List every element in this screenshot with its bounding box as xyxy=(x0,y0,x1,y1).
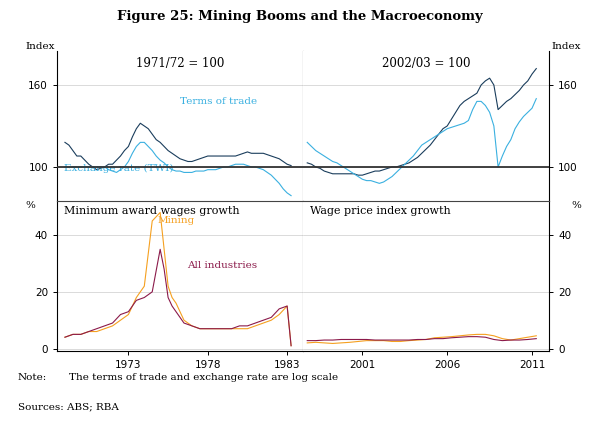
Text: Exchange rate (TWI): Exchange rate (TWI) xyxy=(64,164,174,173)
Text: Mining: Mining xyxy=(158,216,195,225)
Text: Sources: ABS; RBA: Sources: ABS; RBA xyxy=(18,402,119,411)
Text: Figure 25: Mining Booms and the Macroeconomy: Figure 25: Mining Booms and the Macroeco… xyxy=(117,10,483,23)
Text: The terms of trade and exchange rate are log scale: The terms of trade and exchange rate are… xyxy=(69,373,338,382)
Text: 1971/72 = 100: 1971/72 = 100 xyxy=(136,57,224,70)
Text: Minimum award wages growth: Minimum award wages growth xyxy=(64,206,240,216)
Text: %: % xyxy=(571,201,581,210)
Text: Terms of trade: Terms of trade xyxy=(180,97,257,107)
Text: Note:: Note: xyxy=(18,373,47,382)
Text: Wage price index growth: Wage price index growth xyxy=(310,206,451,216)
Text: Index: Index xyxy=(25,42,55,51)
Text: Index: Index xyxy=(551,42,581,51)
Text: 2002/03 = 100: 2002/03 = 100 xyxy=(382,57,470,70)
Text: %: % xyxy=(25,201,35,210)
Text: All industries: All industries xyxy=(187,261,257,270)
